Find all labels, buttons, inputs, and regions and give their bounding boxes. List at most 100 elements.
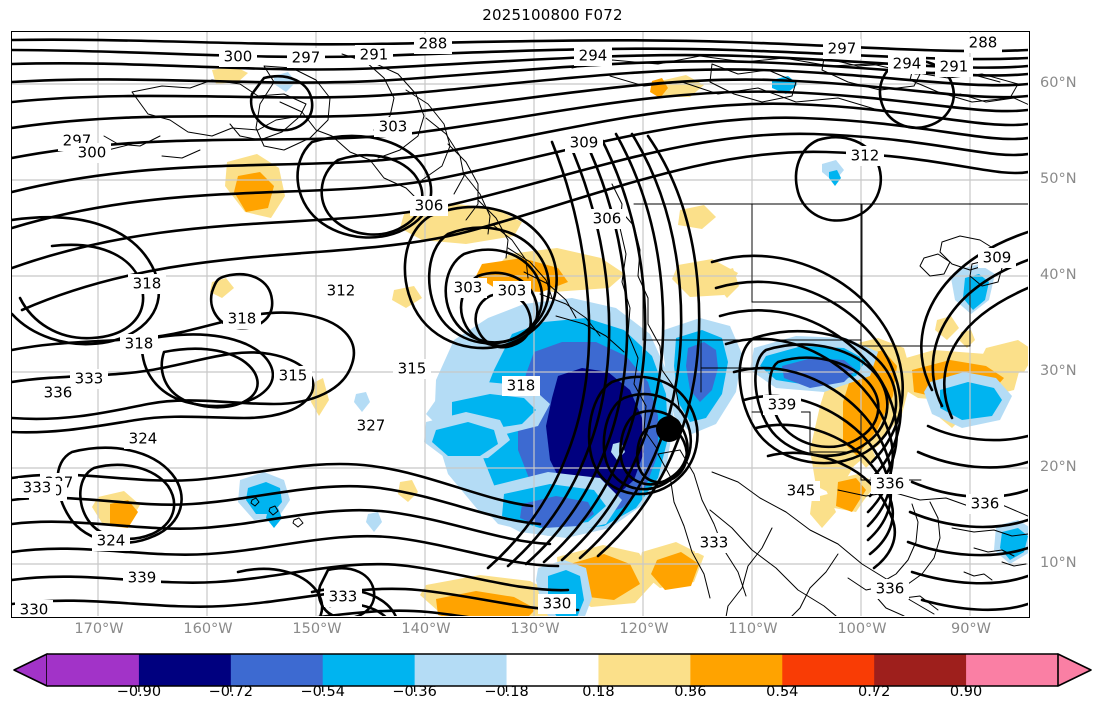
contour-label: 333 (700, 534, 729, 552)
contour-label-halo (355, 45, 393, 65)
contour-label-halo (449, 278, 487, 298)
colorbar-extend-max-arrow (1057, 653, 1092, 687)
contour-label-halo (493, 281, 531, 301)
contour-label: 309 (570, 134, 599, 152)
cyclone-center-marker[interactable] (656, 416, 682, 442)
contour-label: 327 (357, 417, 386, 435)
colorbar-swatch (47, 654, 140, 686)
colorbar-canvas (13, 653, 1092, 692)
cyclone-center-dot[interactable] (656, 416, 682, 442)
lon-tick-100w: 100°W (837, 621, 887, 637)
colorbar-tick-label: 0.36 (674, 684, 707, 700)
contour-label-halo (782, 481, 820, 501)
contour-label-halo (964, 33, 1002, 53)
contour-label-halo (574, 46, 612, 66)
contour-label-halo (935, 57, 973, 77)
colorbar-swatch (690, 654, 783, 686)
lat-tick-10n: 10°N (1040, 555, 1077, 571)
colorbar-swatch (230, 654, 324, 686)
lon-tick-90w: 90°W (950, 621, 992, 637)
contour-label: 300 (224, 48, 253, 66)
contour-label-halo (823, 39, 861, 59)
contour-label: 312 (851, 147, 880, 165)
contour-label: 330 (20, 601, 49, 617)
colorbar-swatch (414, 654, 508, 686)
lat-tick-60n: 60°N (1040, 75, 1077, 91)
contour-label: 288 (969, 34, 998, 52)
contour-label: 315 (398, 360, 427, 378)
contour-label: 294 (893, 55, 922, 73)
lat-tick-30n: 30°N (1040, 363, 1077, 379)
contour-label: 291 (360, 46, 389, 64)
contour-label-halo (274, 366, 312, 386)
contour-label-halo (15, 600, 53, 616)
contour-label-halo (352, 416, 390, 436)
colorbar-tick-label: −0.72 (208, 684, 254, 700)
colorbar-tick-label: −0.36 (392, 684, 437, 700)
contour-label: 300 (78, 144, 107, 162)
contour-label: 336 (971, 495, 1000, 513)
contour-label-halo (695, 533, 733, 553)
colorbar-extend-min-arrow (13, 653, 48, 687)
contour-label: 312 (327, 282, 356, 300)
colorbar[interactable] (0, 650, 1105, 712)
contour-label-halo (846, 146, 884, 166)
colorbar-tick-label: 0.90 (949, 684, 983, 700)
contour-label-halo (978, 248, 1016, 268)
contour-label-halo (92, 531, 130, 551)
contour-label: 288 (419, 35, 448, 53)
contour-label-halo (287, 48, 325, 68)
colorbar-tick-label: 0.72 (858, 684, 891, 700)
lon-tick-170w: 170°W (74, 621, 124, 637)
contour-label: 318 (507, 377, 536, 395)
contour-label-halo (73, 143, 111, 163)
contour-label: 306 (415, 197, 444, 215)
lon-tick-140w: 140°W (401, 621, 451, 637)
contour-label-halo (888, 54, 926, 74)
lon-tick-150w: 150°W (292, 621, 342, 637)
contour-label: 297 (292, 49, 321, 67)
contour-label: 339 (128, 569, 157, 587)
contour-label: 291 (940, 58, 969, 76)
coastlines-layer (79, 53, 1028, 616)
contour-label: 318 (133, 275, 162, 293)
contour-label-halo (414, 34, 452, 54)
contour-label: 318 (125, 335, 154, 353)
contour-label-halo (324, 587, 362, 607)
contour-label-halo (763, 395, 801, 415)
contour-label: 294 (579, 47, 608, 65)
colorbar-swatch (598, 654, 691, 686)
contour-label-halo (128, 274, 166, 294)
contour-label: 336 (876, 475, 905, 493)
colorbar-swatch (874, 654, 967, 686)
lon-tick-110w: 110°W (728, 621, 778, 637)
contour-label: 303 (498, 282, 527, 300)
contour-label: 306 (593, 210, 622, 228)
contour-label-halo (322, 281, 360, 301)
contour-label-halo (123, 568, 161, 588)
colorbar-tick-label: −0.90 (116, 684, 162, 700)
contour-label-halo (39, 383, 77, 403)
contour-label: 297 (828, 40, 857, 58)
contour-label: 318 (228, 310, 257, 328)
colorbar-tick-label: −0.18 (484, 684, 529, 700)
contour-label: 303 (454, 279, 483, 297)
lon-tick-120w: 120°W (619, 621, 669, 637)
lon-tick-130w: 130°W (510, 621, 560, 637)
lat-tick-20n: 20°N (1040, 459, 1077, 475)
contour-label: 336 (44, 384, 73, 402)
contour-label-halo (588, 209, 626, 229)
contour-label: 324 (129, 430, 158, 448)
contour-label: 324 (97, 532, 126, 550)
colorbar-swatch (506, 654, 599, 686)
contour-label-halo (871, 474, 909, 494)
contour-label-halo (871, 579, 909, 599)
lon-tick-160w: 160°W (183, 621, 233, 637)
contour-label: 339 (768, 396, 797, 414)
contour-label: 303 (379, 118, 408, 136)
colorbar-tick-label: 0.18 (582, 684, 615, 700)
colorbar-swatch (782, 654, 875, 686)
map-plot-area[interactable]: 288 291 294 297 297 291 294 288 300 297 300 303 309 3… (11, 31, 1030, 618)
contour-label-halo (374, 117, 412, 137)
